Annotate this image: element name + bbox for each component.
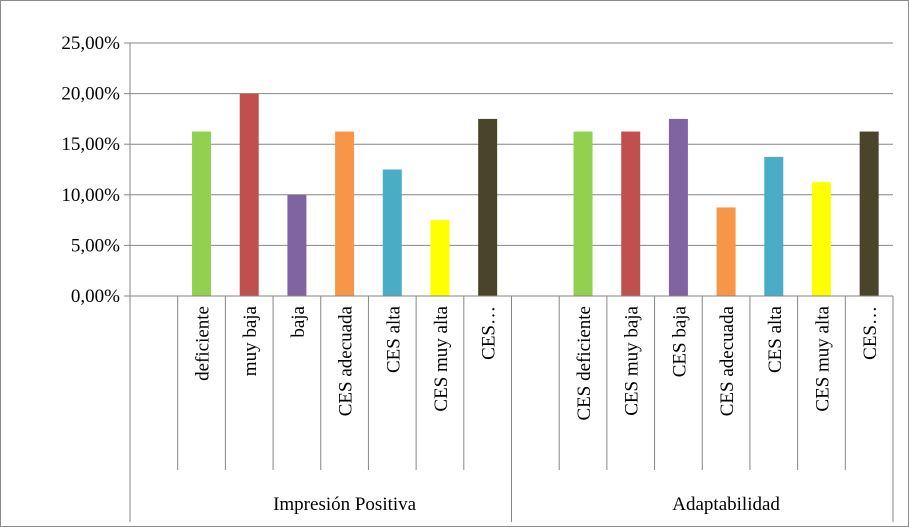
bar <box>239 93 259 296</box>
bars <box>192 93 879 297</box>
bar <box>430 220 450 296</box>
category-label: CES muy baja <box>622 305 643 415</box>
bar <box>192 131 212 296</box>
y-tick-label: 5,00% <box>71 235 120 256</box>
bar <box>335 131 355 296</box>
bar <box>811 182 831 296</box>
category-label: CES adecuada <box>717 305 738 416</box>
group-labels: Impresión Positiva Adaptabilidad <box>273 494 780 515</box>
bar <box>287 194 307 296</box>
category-label: CES… <box>860 306 881 360</box>
category-label: CES alta <box>383 305 404 373</box>
category-label: CES deficiente <box>574 306 595 421</box>
group-label: Impresión Positiva <box>273 494 417 515</box>
category-label: CES adecuada <box>336 305 357 416</box>
category-label: CES muy alta <box>812 305 833 411</box>
y-tick-label: 25,00% <box>61 33 120 54</box>
axes <box>124 42 894 522</box>
category-label: CES baja <box>669 305 690 377</box>
bar <box>716 207 736 296</box>
bar <box>621 131 641 296</box>
category-label: CES alta <box>765 305 786 373</box>
category-label: CES muy alta <box>431 305 452 411</box>
bar <box>859 131 879 296</box>
bar <box>764 156 784 296</box>
group-label: Adaptabilidad <box>672 494 780 515</box>
category-labels: deficiente muy baja baja CES adecuada CES al… <box>193 305 882 420</box>
category-label: muy baja <box>240 305 261 376</box>
bar <box>382 169 402 296</box>
bar <box>668 118 688 297</box>
y-tick-label: 10,00% <box>61 185 120 206</box>
y-tick-label: 0,00% <box>71 286 120 307</box>
category-label: CES… <box>479 306 500 360</box>
y-tick-label: 15,00% <box>61 134 120 155</box>
category-label: deficiente <box>193 306 214 381</box>
y-tick-label: 20,00% <box>61 84 120 105</box>
bar <box>573 131 593 296</box>
y-tick-labels: 0,00% 5,00% 10,00% 15,00% 20,00% 25,00% <box>61 33 120 307</box>
category-label: baja <box>288 305 309 337</box>
bar <box>478 118 498 297</box>
